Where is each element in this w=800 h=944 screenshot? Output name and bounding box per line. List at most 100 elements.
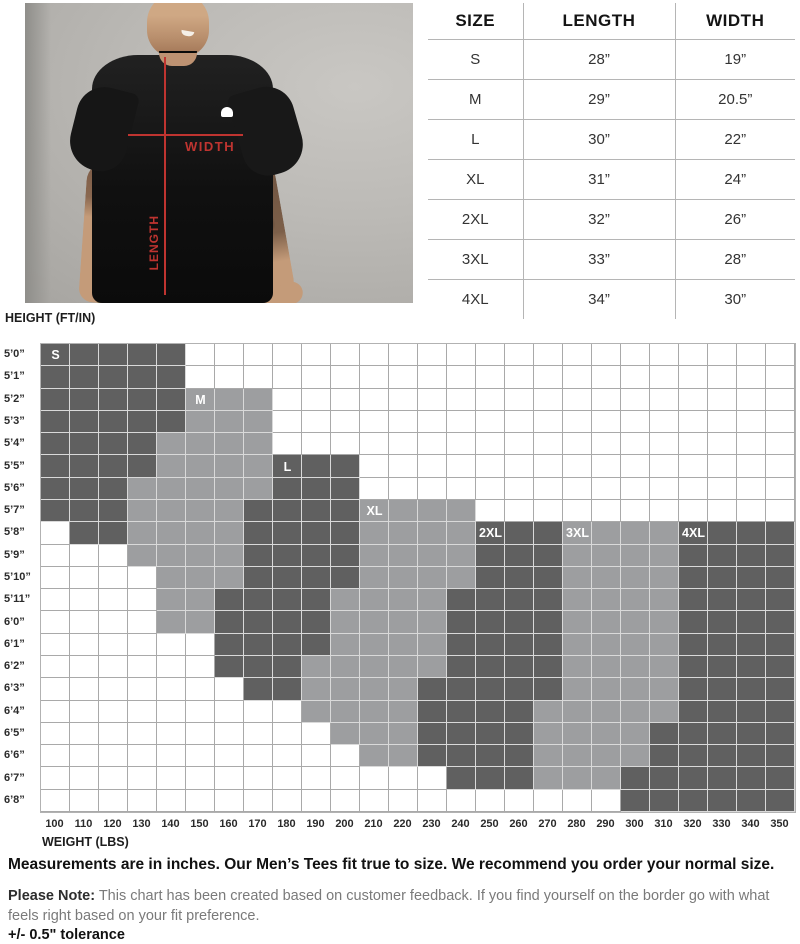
- grid-cell: [737, 566, 766, 590]
- grid-cell: [99, 477, 128, 500]
- grid-cell: [41, 633, 70, 656]
- grid-cell: [41, 611, 70, 634]
- grid-cell: [331, 566, 360, 590]
- grid-cell: [157, 388, 186, 411]
- grid-cell: [99, 678, 128, 701]
- grid-cell: [650, 388, 679, 411]
- grid-cell: [157, 656, 186, 679]
- grid-cell: [737, 678, 766, 701]
- grid-cell: [41, 522, 70, 545]
- grid-cell: [389, 566, 418, 590]
- table-row: XL 31” 24”: [428, 159, 795, 200]
- grid-cell: [592, 789, 621, 812]
- grid-cell: [679, 700, 708, 723]
- grid-cell: [273, 589, 302, 612]
- grid-cell: [679, 745, 708, 768]
- grid-cell: [679, 500, 708, 523]
- grid-cell: [505, 544, 534, 567]
- weight-axis-label: 250: [480, 818, 499, 830]
- grid-cell: [215, 589, 244, 612]
- length-measure-line: [164, 57, 166, 295]
- grid-cell: [534, 611, 563, 634]
- grid-cell: [505, 611, 534, 634]
- grid-cell: [592, 366, 621, 389]
- grid-cell: [157, 522, 186, 545]
- grid-cell: [389, 500, 418, 523]
- height-axis-label: 5’2”: [4, 392, 25, 405]
- grid-cell: [302, 566, 331, 590]
- grid-cell: [244, 656, 273, 679]
- size-table-header: SIZE: [455, 11, 496, 30]
- grid-cell: [505, 344, 534, 367]
- grid-cell: [766, 789, 795, 812]
- grid-cell: [505, 722, 534, 746]
- grid-cell: [505, 455, 534, 478]
- grid-cell: [186, 433, 215, 456]
- grid-cell: [476, 344, 505, 367]
- grid-cell: [563, 433, 592, 456]
- table-row: 3XL 33” 28”: [428, 239, 795, 280]
- grid-cell: [476, 789, 505, 812]
- grid-cell: [650, 633, 679, 656]
- grid-cell: [99, 500, 128, 523]
- grid-cell: [389, 722, 418, 746]
- grid-cell: [418, 522, 447, 545]
- grid-cell: [766, 388, 795, 411]
- grid-cell: [534, 522, 563, 545]
- grid-cell: [708, 477, 737, 500]
- table-row: 2XL 32” 26”: [428, 199, 795, 240]
- grid-cell: [389, 522, 418, 545]
- grid-cell: [563, 455, 592, 478]
- grid-cell: [737, 433, 766, 456]
- grid-cell: [157, 745, 186, 768]
- grid-cell: [128, 388, 157, 411]
- grid-cell: [679, 522, 708, 545]
- grid-cell: [360, 589, 389, 612]
- grid-cell: [244, 500, 273, 523]
- grid-cell: [476, 767, 505, 790]
- grid-cell: [592, 500, 621, 523]
- grid-cell: [476, 745, 505, 768]
- grid-cell: [476, 678, 505, 701]
- grid-cell: [70, 722, 99, 746]
- grid-cell: [70, 500, 99, 523]
- grid-cell: [244, 544, 273, 567]
- grid-cell: [389, 410, 418, 434]
- grid-cell: [186, 566, 215, 590]
- grid-cell: [447, 633, 476, 656]
- grid-cell: [621, 388, 650, 411]
- grid-cell: [563, 611, 592, 634]
- weight-axis-label: 270: [538, 818, 557, 830]
- grid-cell: [650, 589, 679, 612]
- grid-cell: [563, 678, 592, 701]
- grid-cell: [766, 544, 795, 567]
- grid-cell: [650, 477, 679, 500]
- grid-cell: [389, 433, 418, 456]
- grid-cell: [708, 767, 737, 790]
- grid-cell: [41, 789, 70, 812]
- grid-cell: [302, 656, 331, 679]
- grid-cell: [215, 767, 244, 790]
- grid-cell: [737, 388, 766, 411]
- weight-axis-label: 150: [190, 818, 209, 830]
- grid-cell: [186, 656, 215, 679]
- grid-cell: [273, 522, 302, 545]
- grid-cell: [302, 366, 331, 389]
- grid-cell: [708, 678, 737, 701]
- grid-cell: [650, 722, 679, 746]
- grid-cell: [157, 589, 186, 612]
- height-axis-label: 5’3”: [4, 414, 25, 427]
- grid-cell: [563, 522, 592, 545]
- size-table: SIZE LENGTH WIDTH S 28” 19” M 29” 20.5” L 30” 22” X…: [428, 3, 795, 319]
- grid-cell: [737, 477, 766, 500]
- grid-cell: [447, 678, 476, 701]
- grid-cell: [534, 589, 563, 612]
- grid-cell: [418, 410, 447, 434]
- grid-cell: [447, 500, 476, 523]
- grid-cell: [244, 388, 273, 411]
- grid-cell: [186, 678, 215, 701]
- grid-cell: [534, 388, 563, 411]
- table-cell: 30”: [674, 279, 795, 319]
- grid-cell: [273, 678, 302, 701]
- height-axis-label: 6’0”: [4, 615, 25, 628]
